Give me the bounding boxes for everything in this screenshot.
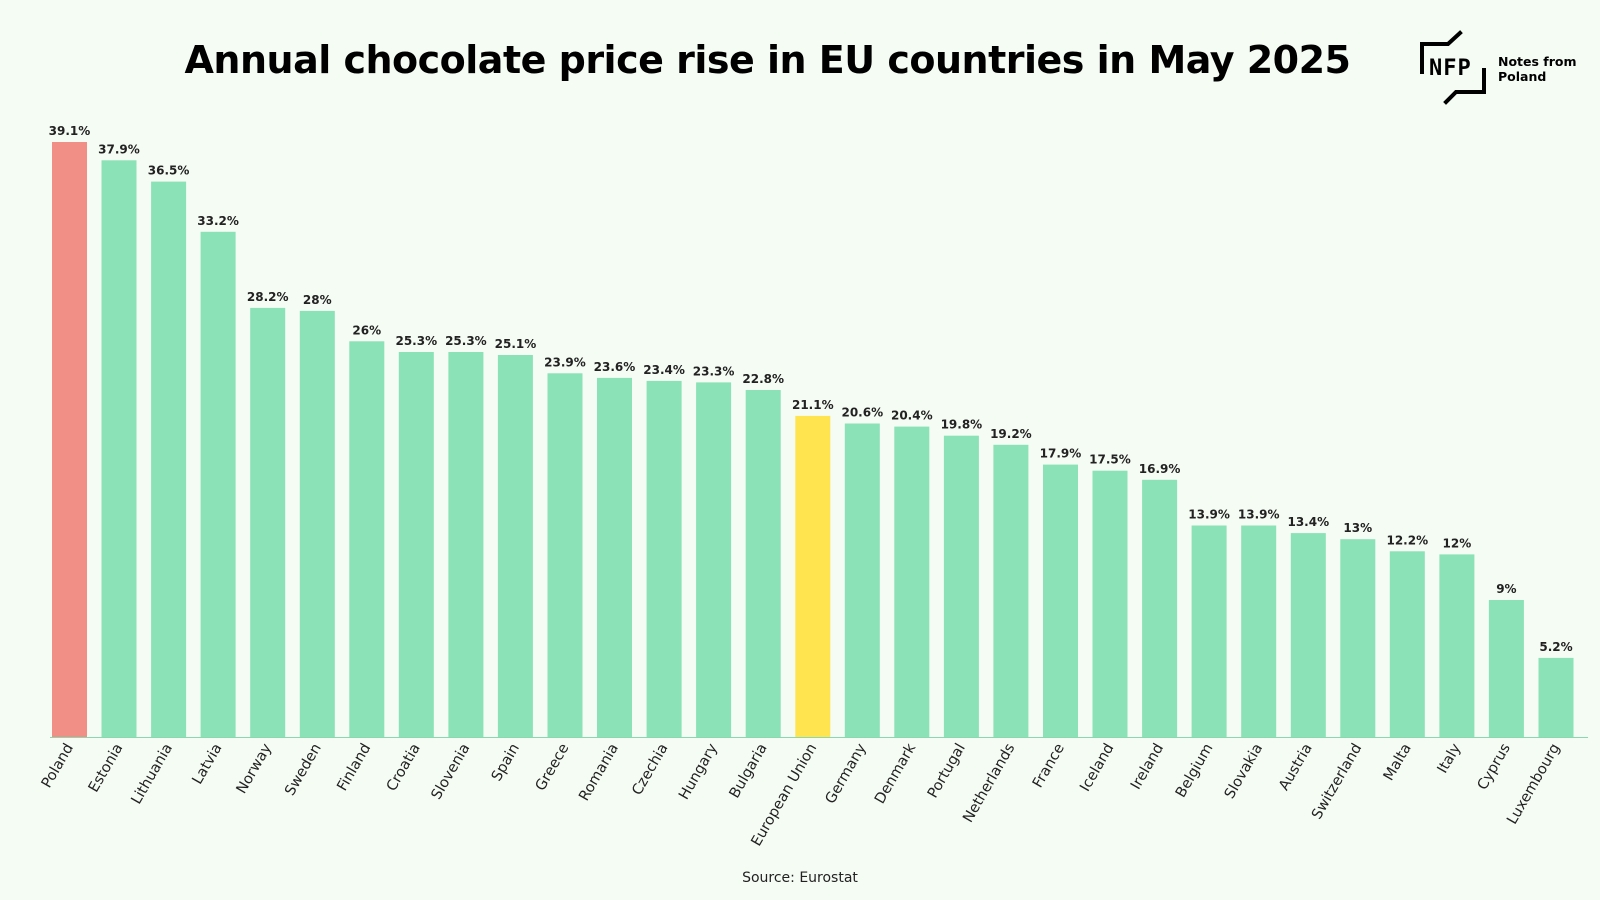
bar-switzerland — [1340, 539, 1376, 737]
value-label-latvia: 33.2% — [197, 214, 239, 228]
bar-france — [1043, 464, 1078, 737]
category-label-italy: Italy — [1435, 741, 1465, 777]
bar-italy — [1439, 554, 1475, 737]
category-label-finland: Finland — [335, 741, 375, 794]
bar-poland — [52, 142, 87, 737]
bar-ireland — [1142, 479, 1178, 737]
category-label-france: France — [1030, 741, 1068, 791]
bar-romania — [597, 377, 632, 737]
chart-title: Annual chocolate price rise in EU countr… — [184, 38, 1352, 82]
bar-malta — [1389, 551, 1425, 737]
category-label-netherlands: Netherlands — [960, 741, 1018, 826]
category-label-austria: Austria — [1276, 741, 1315, 793]
bar-czechia — [646, 380, 682, 737]
value-label-romania: 23.6% — [594, 360, 636, 374]
category-label-malta: Malta — [1381, 741, 1415, 784]
category-label-estonia: Estonia — [86, 741, 127, 795]
value-label-estonia: 37.9% — [98, 142, 140, 156]
logo-mark-text: NFP — [1429, 56, 1472, 81]
nfp-logo: NFP Notes from Poland — [1420, 30, 1590, 106]
value-label-european-union: 21.1% — [792, 398, 834, 412]
value-label-greece: 23.9% — [544, 355, 586, 369]
bar-slovakia — [1241, 525, 1277, 737]
value-label-switzerland: 13% — [1343, 521, 1372, 535]
value-label-germany: 20.6% — [841, 406, 883, 420]
logo-brand-name: Notes from Poland — [1498, 54, 1577, 84]
bar-lithuania — [151, 181, 187, 738]
bar-sweden — [299, 310, 335, 737]
category-label-cyprus: Cyprus — [1475, 741, 1514, 793]
value-label-lithuania: 36.5% — [148, 164, 190, 178]
bar-denmark — [894, 426, 930, 737]
value-label-slovakia: 13.9% — [1238, 508, 1280, 522]
value-label-malta: 12.2% — [1386, 533, 1428, 547]
value-label-finland: 26% — [352, 323, 381, 337]
category-label-sweden: Sweden — [282, 741, 325, 799]
bar-hungary — [696, 382, 732, 737]
value-label-poland: 39.1% — [49, 124, 91, 138]
category-label-germany: Germany — [823, 741, 870, 807]
bar-slovenia — [448, 352, 484, 737]
bar-portugal — [943, 435, 979, 737]
category-label-hungary: Hungary — [676, 741, 721, 803]
value-label-france: 17.9% — [1040, 447, 1082, 461]
value-label-spain: 25.1% — [495, 337, 537, 351]
value-label-iceland: 17.5% — [1089, 453, 1131, 467]
value-label-sweden: 28% — [303, 293, 332, 307]
value-label-slovenia: 25.3% — [445, 334, 487, 348]
bar-iceland — [1092, 470, 1128, 737]
bar-chart: 39.1% Poland 37.9% Estonia 36.5% Lithuania 33.… — [39, 124, 1589, 849]
category-label-slovenia: Slovenia — [429, 741, 474, 802]
category-label-croatia: Croatia — [384, 741, 424, 794]
category-label-luxembourg: Luxembourg — [1504, 741, 1563, 827]
category-label-greece: Greece — [533, 741, 573, 794]
bar-austria — [1290, 533, 1326, 737]
category-label-denmark: Denmark — [872, 740, 919, 806]
value-label-norway: 28.2% — [247, 290, 289, 304]
value-label-austria: 13.4% — [1287, 515, 1329, 529]
value-label-ireland: 16.9% — [1139, 462, 1181, 476]
bar-bulgaria — [745, 390, 781, 737]
source-note: Source: Eurostat — [742, 870, 858, 886]
category-label-portugal: Portugal — [925, 741, 969, 801]
value-label-portugal: 19.8% — [941, 418, 983, 432]
category-label-ireland: Ireland — [1128, 741, 1167, 792]
bar-greece — [547, 373, 583, 737]
bar-latvia — [200, 231, 236, 738]
value-label-netherlands: 19.2% — [990, 427, 1032, 441]
value-label-czechia: 23.4% — [643, 363, 685, 377]
category-label-poland: Poland — [39, 741, 77, 791]
bar-luxembourg — [1538, 657, 1574, 737]
bar-germany — [844, 423, 880, 737]
bar-netherlands — [993, 444, 1029, 737]
bar-european-union — [795, 415, 831, 737]
bar-croatia — [398, 352, 434, 737]
category-label-czechia: Czechia — [629, 741, 671, 798]
bar-cyprus — [1488, 600, 1524, 737]
bar-finland — [349, 341, 385, 737]
value-label-cyprus: 9% — [1496, 582, 1516, 596]
bar-belgium — [1191, 525, 1227, 737]
value-label-italy: 12% — [1443, 536, 1472, 550]
category-label-switzerland: Switzerland — [1309, 741, 1365, 822]
bar-norway — [250, 307, 286, 737]
logo-bracket-icon — [1420, 30, 1486, 105]
value-label-bulgaria: 22.8% — [742, 372, 784, 386]
category-label-belgium: Belgium — [1173, 741, 1217, 800]
value-label-croatia: 25.3% — [395, 334, 437, 348]
value-label-denmark: 20.4% — [891, 409, 933, 423]
category-label-bulgaria: Bulgaria — [727, 741, 771, 801]
category-label-spain: Spain — [489, 741, 523, 784]
value-label-luxembourg: 5.2% — [1539, 640, 1572, 654]
category-label-romania: Romania — [576, 741, 622, 804]
category-label-norway: Norway — [234, 741, 276, 797]
value-label-hungary: 23.3% — [693, 364, 735, 378]
category-label-latvia: Latvia — [190, 741, 226, 787]
bar-estonia — [101, 160, 137, 738]
category-label-lithuania: Lithuania — [129, 741, 176, 807]
bar-spain — [497, 355, 533, 737]
category-label-iceland: Iceland — [1077, 741, 1117, 794]
category-label-slovakia: Slovakia — [1222, 741, 1266, 802]
value-label-belgium: 13.9% — [1188, 508, 1230, 522]
